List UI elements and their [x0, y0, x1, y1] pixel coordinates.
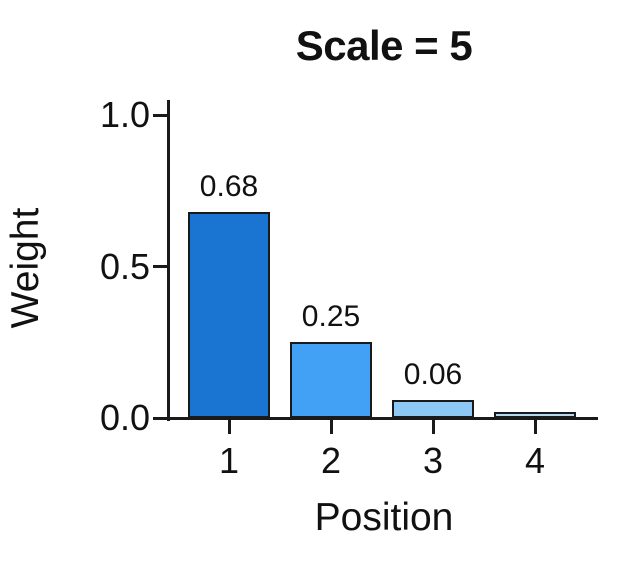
bar-value-label: 0.06: [403, 358, 463, 391]
x-tick-label: 2: [320, 440, 342, 481]
bar-position-1: [188, 212, 270, 418]
x-tick-label: 4: [524, 440, 546, 481]
y-tick-label: 0.0: [99, 397, 150, 438]
y-tick-label: 1.0: [99, 94, 150, 135]
y-tick: [152, 416, 167, 420]
x-tick: [533, 419, 537, 434]
bar-position-2: [290, 342, 372, 418]
x-tick-label: 3: [422, 440, 444, 481]
x-axis-spine: [155, 416, 598, 420]
y-tick: [152, 265, 167, 268]
bar-value-label: 0.68: [199, 170, 259, 203]
bar-position-3: [392, 400, 474, 418]
bar-value-label: 0.25: [301, 300, 361, 333]
y-axis-label: Weight: [4, 207, 47, 329]
chart-title: Scale = 5: [295, 22, 473, 69]
y-tick-label: 0.5: [99, 245, 150, 287]
x-tick: [329, 419, 333, 434]
y-tick: [152, 113, 167, 117]
x-tick: [431, 419, 435, 434]
y-axis-spine: [167, 100, 170, 421]
x-tick: [227, 419, 231, 434]
bar-position-4: [494, 412, 576, 418]
x-axis-label: Position: [314, 496, 454, 539]
x-tick-label: 1: [218, 440, 240, 481]
